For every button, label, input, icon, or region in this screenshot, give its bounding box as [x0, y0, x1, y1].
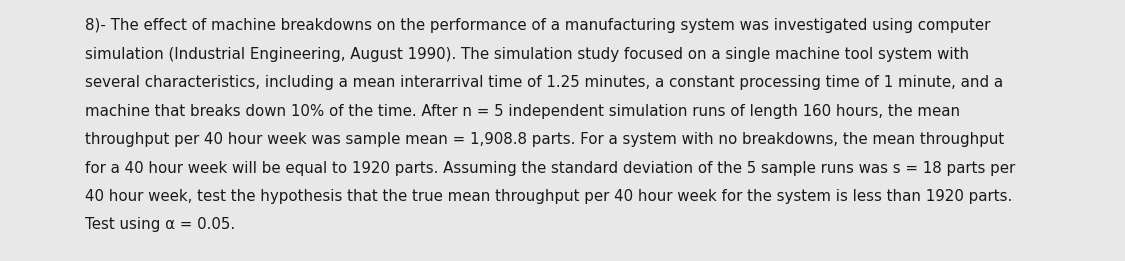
Text: machine that breaks down 10% of the time. After n = 5 independent simulation run: machine that breaks down 10% of the time…: [86, 104, 960, 118]
Text: several characteristics, including a mean interarrival time of 1.25 minutes, a c: several characteristics, including a mea…: [86, 75, 1004, 90]
Text: throughput per 40 hour week was sample mean = 1,908.8 parts. For a system with n: throughput per 40 hour week was sample m…: [86, 132, 1005, 147]
Text: simulation (Industrial Engineering, August 1990). The simulation study focused o: simulation (Industrial Engineering, Augu…: [86, 46, 969, 62]
Text: 8)- The effect of machine breakdowns on the performance of a manufacturing syste: 8)- The effect of machine breakdowns on …: [86, 18, 990, 33]
Text: Test using α = 0.05.: Test using α = 0.05.: [86, 217, 235, 233]
Text: for a 40 hour week will be equal to 1920 parts. Assuming the standard deviation : for a 40 hour week will be equal to 1920…: [86, 161, 1015, 175]
Text: 40 hour week, test the hypothesis that the true mean throughput per 40 hour week: 40 hour week, test the hypothesis that t…: [86, 189, 1013, 204]
